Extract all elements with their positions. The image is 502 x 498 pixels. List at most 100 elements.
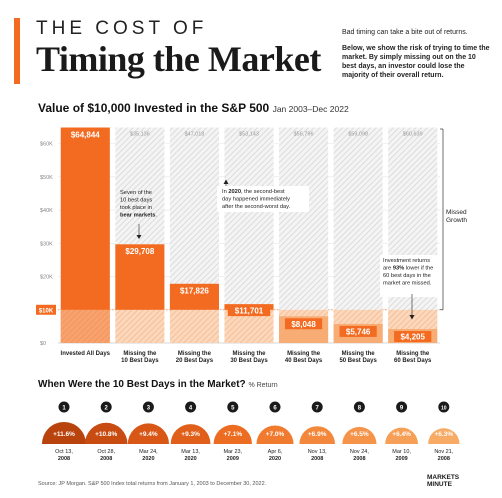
baseline-area: [169, 309, 219, 343]
rank-number: 2: [105, 406, 109, 412]
rank-number: 3: [147, 406, 151, 412]
y-tick-label: $60K: [40, 142, 53, 148]
intro-text: Bad timing can take a bite out of return…: [342, 29, 468, 36]
return-value: +10.8%: [95, 431, 117, 438]
return-value: +6.3%: [434, 431, 453, 438]
return-value: +6.4%: [392, 431, 411, 438]
value-label: $4,205: [400, 333, 425, 342]
date-year: 2020: [269, 456, 281, 462]
brand-logo: MARKETS MINUTE: [427, 474, 487, 488]
brand-line-2: MINUTE: [427, 481, 452, 488]
y-tick-label: $30K: [40, 241, 53, 247]
value-label: $29,708: [125, 247, 154, 256]
date-label: Nov 24,: [350, 449, 369, 455]
rank-number: 4: [189, 406, 193, 412]
value-label-bg: [394, 331, 432, 343]
missed-growth-legend: Missed: [446, 209, 467, 216]
chart-subtitle: Jan 2003–Dec 2022: [272, 104, 349, 114]
missed-growth-area: [115, 127, 165, 245]
page-title: Timing the Market: [36, 39, 321, 79]
date-label: Apr 6,: [268, 449, 283, 455]
missed-growth-label: $35,136: [130, 132, 150, 138]
missed-growth-label: $56,796: [294, 132, 314, 138]
baseline-tag-bg: [36, 304, 56, 315]
return-value: +6.5%: [350, 431, 369, 438]
date-year: 2008: [100, 456, 112, 462]
missed-growth-label: $60,639: [403, 132, 423, 138]
accent-bar: [14, 18, 20, 84]
return-wedge: [428, 428, 460, 444]
return-wedge: [213, 424, 252, 444]
annotation-text: after the second-worst day.: [222, 204, 291, 210]
annotation-arrowhead: [409, 315, 415, 320]
missed-growth-area: [279, 127, 329, 317]
annotation-text: day happened immediately: [222, 197, 290, 203]
annotation-text: 10 best days: [120, 198, 152, 204]
annotation-text: In 2020, the second-best: [222, 189, 285, 195]
category-label: 20 Best Days: [176, 358, 214, 364]
rank-number: 8: [358, 406, 362, 412]
date-year: 2008: [58, 456, 70, 462]
value-label-bg: [227, 305, 271, 317]
baseline-area: [60, 309, 110, 343]
annotation-text: market are missed.: [383, 281, 432, 287]
value-label: $64,844: [71, 131, 100, 140]
date-label: Oct 28,: [97, 449, 115, 455]
rank-number: 6: [273, 406, 277, 412]
category-label: 30 Best Days: [230, 358, 268, 364]
value-label: $11,701: [235, 307, 264, 316]
date-label: Mar 24,: [139, 449, 158, 455]
best-days-title: When Were the 10 Best Days in the Market…: [38, 379, 278, 390]
chart-title-text: Value of $10,000 Invested in the S&P 500: [38, 101, 270, 115]
date-year: 2020: [142, 456, 154, 462]
category-label: 50 Best Days: [339, 358, 377, 364]
category-label: Missing the: [123, 351, 157, 357]
value-label: $8,048: [291, 320, 316, 329]
annotation-arrowhead: [223, 179, 229, 184]
annotation-arrowhead: [136, 235, 142, 239]
return-wedge: [84, 422, 128, 444]
category-label: Missing the: [342, 351, 376, 357]
rank-badge: [438, 401, 450, 413]
missed-growth-area: [224, 127, 274, 305]
brand-line-1: MARKETS: [427, 474, 460, 481]
rank-badge: [142, 401, 154, 413]
best-days-subtitle: % Return: [248, 382, 278, 389]
return-value: +9.4%: [139, 431, 158, 438]
category-label: 10 Best Days: [121, 358, 159, 364]
date-year: 2008: [353, 456, 365, 462]
baseline-tag: $10K: [39, 308, 54, 314]
date-year: 2009: [227, 456, 239, 462]
date-label: Mar 13,: [181, 449, 200, 455]
rank-badge: [311, 401, 323, 413]
missed-growth-label: $53,143: [239, 132, 259, 138]
rank-badge: [227, 401, 239, 413]
date-year: 2008: [311, 456, 323, 462]
missed-growth-area: [169, 127, 219, 284]
intro-text-bold: Below, we show the risk of trying to tim…: [342, 45, 490, 79]
missed-growth-legend: Growth: [446, 217, 467, 224]
rank-badge: [185, 401, 197, 413]
date-year: 2020: [184, 456, 196, 462]
return-wedge: [342, 426, 377, 444]
date-label: Mar 10,: [392, 449, 411, 455]
return-wedge: [42, 422, 86, 444]
bar: [60, 127, 110, 343]
date-label: Nov 13,: [308, 449, 327, 455]
missed-growth-area: [388, 127, 438, 330]
y-tick-label: $50K: [40, 175, 53, 181]
title-top: THE COST OF: [36, 18, 208, 39]
annotation-text: are 93% lower if the: [383, 266, 433, 272]
category-label: Missing the: [232, 351, 266, 357]
category-label: 40 Best Days: [285, 358, 323, 364]
value-label-bg: [173, 284, 216, 296]
annotation-text: Seven of the: [120, 190, 152, 196]
rank-badge: [269, 401, 281, 413]
y-tick-label: $20K: [40, 275, 53, 281]
annotation-text: 60 best days in the: [383, 273, 431, 279]
value-label-bg: [118, 245, 162, 257]
category-label: Missing the: [287, 351, 321, 357]
category-label: 60 Best Days: [394, 358, 432, 364]
rank-number: 1: [62, 406, 66, 412]
